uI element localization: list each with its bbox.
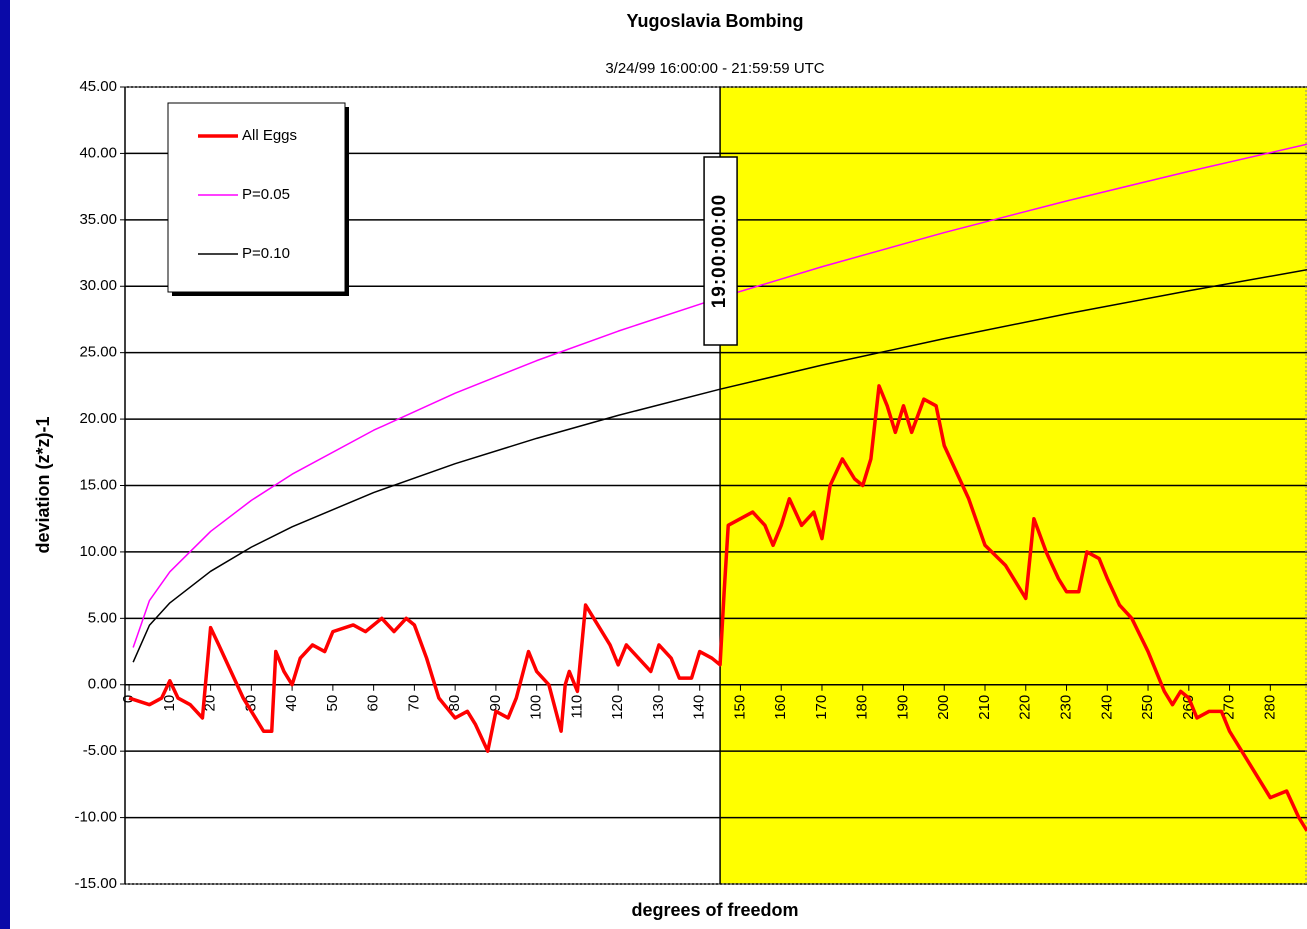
x-tick-label: 110 — [568, 695, 585, 719]
x-tick-label: 250 — [1139, 695, 1156, 720]
y-tick-label: 5.00 — [88, 609, 117, 626]
x-tick-label: 200 — [935, 695, 952, 720]
y-tick-label: 45.00 — [79, 78, 117, 95]
x-tick-label: 210 — [976, 695, 993, 720]
y-tick-label: 40.00 — [79, 144, 117, 161]
y-tick-label: -10.00 — [74, 809, 117, 826]
y-tick-label: -15.00 — [74, 875, 117, 892]
x-tick-label: 160 — [772, 695, 789, 720]
x-tick-label: 0 — [120, 695, 137, 703]
x-tick-label: 120 — [609, 695, 626, 720]
legend — [167, 102, 346, 293]
x-tick-label: 220 — [1017, 695, 1034, 720]
data-line — [132, 269, 1307, 663]
x-tick-label: 100 — [528, 695, 545, 720]
x-tick-label: 230 — [1057, 695, 1074, 720]
x-tick-label: 170 — [813, 695, 830, 720]
y-tick-label: 15.00 — [79, 476, 117, 493]
legend-label: All Eggs — [242, 127, 297, 144]
y-tick-label: 0.00 — [88, 676, 117, 693]
y-axis-label: deviation (z*z)-1 — [33, 416, 53, 553]
x-tick-label: 260 — [1180, 695, 1197, 720]
y-tick-label: 10.00 — [79, 543, 117, 560]
x-tick-label: 30 — [242, 695, 259, 712]
frame-strip — [0, 0, 10, 929]
legend-label: P=0.05 — [242, 186, 290, 203]
y-tick-label: 25.00 — [79, 344, 117, 361]
x-tick-label: 70 — [405, 695, 422, 712]
y-tick-label: 35.00 — [79, 211, 117, 228]
x-tick-label: 80 — [446, 695, 463, 712]
y-tick-label: 30.00 — [79, 277, 117, 294]
x-tick-label: 280 — [1261, 695, 1278, 720]
x-tick-label: 140 — [691, 695, 708, 720]
x-tick-label: 240 — [1098, 695, 1115, 720]
x-tick-label: 10 — [161, 695, 178, 712]
x-tick-label: 190 — [894, 695, 911, 720]
y-tick-label: 20.00 — [79, 410, 117, 427]
y-tick-label: -5.00 — [83, 742, 117, 759]
data-line — [132, 143, 1307, 648]
data-line — [128, 384, 1307, 832]
x-axis-label: degrees of freedom — [631, 900, 798, 920]
x-tick-label: 90 — [487, 695, 504, 712]
annotation-box — [703, 156, 738, 346]
x-tick-label: 270 — [1221, 695, 1238, 720]
x-tick-label: 40 — [283, 695, 300, 712]
chart-subtitle: 3/24/99 16:00:00 - 21:59:59 UTC — [605, 60, 824, 77]
annotation-label: 19:00:00:00 — [709, 194, 730, 309]
x-tick-label: 180 — [854, 695, 871, 720]
x-tick-label: 150 — [731, 695, 748, 720]
x-tick-label: 60 — [365, 695, 382, 712]
x-tick-label: 130 — [650, 695, 667, 720]
x-tick-label: 50 — [324, 695, 341, 712]
chart-title: Yugoslavia Bombing — [626, 11, 803, 31]
legend-label: P=0.10 — [242, 245, 290, 262]
